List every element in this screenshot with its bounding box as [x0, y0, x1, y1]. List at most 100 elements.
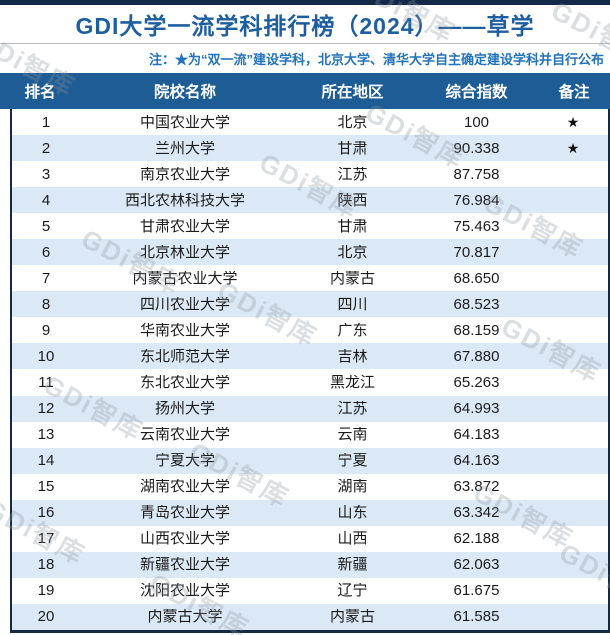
cell-name: 新疆农业大学	[139, 557, 230, 573]
cell-rank: 6	[41, 244, 51, 260]
cell-score: 75.463	[453, 218, 500, 234]
cell-score: 87.758	[453, 166, 500, 182]
cell-name: 中国农业大学	[139, 114, 230, 130]
cell-score: 61.585	[453, 609, 500, 625]
cell-rank: 15	[37, 479, 55, 495]
cell-rank: 16	[37, 505, 55, 521]
cell-remark: ★	[566, 141, 580, 156]
cell-score: 62.188	[453, 531, 500, 547]
column-header-name: 院校名称	[153, 84, 216, 101]
cell-region: 江苏	[337, 166, 368, 182]
cell-region: 云南	[337, 427, 368, 443]
cell-name: 四川农业大学	[139, 296, 230, 312]
cell-score: 76.984	[453, 192, 500, 208]
cell-rank: 3	[41, 166, 51, 182]
cell-name: 南京农业大学	[139, 166, 230, 182]
cell-region: 北京	[337, 244, 368, 260]
table-row: 3 南京农业大学 江苏 87.758	[12, 161, 608, 187]
cell-region: 宁夏	[337, 453, 368, 469]
cell-name: 东北师范大学	[139, 348, 230, 364]
cell-name: 东北农业大学	[139, 374, 230, 390]
cell-region: 吉林	[337, 348, 368, 364]
cell-region: 内蒙古	[329, 270, 375, 286]
table-header: 排名 院校名称 所在地区 综合指数 备注	[0, 73, 610, 109]
cell-region: 甘肃	[337, 218, 368, 234]
table-row: 19 沈阳农业大学 辽宁 61.675	[12, 578, 608, 604]
cell-name: 云南农业大学	[139, 427, 230, 443]
cell-rank: 13	[37, 427, 55, 443]
cell-rank: 5	[41, 218, 51, 234]
table-row: 10 东北师范大学 吉林 67.880	[12, 343, 608, 370]
table-row: 4 西北农林科技大学 陕西 76.984	[12, 187, 608, 214]
cell-rank: 7	[41, 270, 51, 286]
cell-score: 90.338	[453, 140, 500, 156]
table-row: 11 东北农业大学 黑龙江 65.263	[12, 369, 608, 395]
table-row: 18 新疆农业大学 新疆 62.063	[12, 551, 608, 578]
cell-score: 67.880	[453, 348, 500, 364]
cell-score: 64.183	[453, 427, 500, 443]
cell-name: 湖南农业大学	[139, 479, 230, 495]
table-row: 20 内蒙古大学 内蒙古 61.585	[12, 603, 608, 630]
table-row: 1 中国农业大学 北京 100 ★	[12, 109, 608, 135]
cell-name: 内蒙古大学	[147, 609, 223, 625]
cell-score: 68.650	[453, 270, 500, 286]
cell-name: 甘肃农业大学	[139, 218, 230, 234]
cell-name: 北京林业大学	[139, 244, 230, 260]
cell-rank: 8	[41, 296, 51, 312]
note-area: 注：★为“双一流”建设学科，北京大学、清华大学自主确定建设学科并自行公布	[0, 44, 610, 73]
cell-score: 68.159	[453, 322, 500, 338]
cell-rank: 11	[38, 374, 54, 390]
table-row: 7 内蒙古农业大学 内蒙古 68.650	[12, 265, 608, 291]
title-area: GDI大学一流学科排行榜（2024）——草学	[0, 5, 610, 44]
cell-name: 兰州大学	[154, 140, 215, 156]
cell-score: 63.342	[453, 505, 500, 521]
cell-rank: 1	[41, 114, 51, 130]
cell-name: 西北农林科技大学	[124, 192, 245, 208]
table-row: 2 兰州大学 甘肃 90.338 ★	[12, 135, 608, 162]
cell-region: 辽宁	[337, 583, 368, 599]
cell-score: 68.523	[453, 296, 500, 312]
cell-region: 陕西	[337, 192, 368, 208]
cell-score: 64.993	[453, 401, 500, 417]
cell-rank: 2	[41, 140, 51, 156]
page-title: GDI大学一流学科排行榜（2024）——草学	[75, 13, 535, 39]
cell-name: 内蒙古农业大学	[132, 270, 238, 286]
cell-region: 山西	[337, 531, 368, 547]
cell-rank: 19	[37, 583, 55, 599]
cell-rank: 10	[37, 348, 55, 364]
cell-rank: 14	[37, 453, 55, 469]
column-header-region: 所在地区	[321, 84, 384, 101]
cell-name: 青岛农业大学	[139, 505, 230, 521]
cell-region: 广东	[337, 322, 368, 338]
column-header-remark: 备注	[558, 84, 590, 101]
column-header-score: 综合指数	[445, 84, 508, 101]
cell-score: 61.675	[453, 583, 500, 599]
cell-region: 黑龙江	[329, 374, 375, 390]
cell-name: 扬州大学	[154, 401, 215, 417]
table-row: 15 湖南农业大学 湖南 63.872	[12, 474, 608, 500]
cell-score: 62.063	[453, 557, 500, 573]
table-row: 13 云南农业大学 云南 64.183	[12, 422, 608, 448]
cell-rank: 4	[41, 192, 51, 208]
table-row: 16 青岛农业大学 山东 63.342	[12, 499, 608, 526]
cell-score: 65.263	[453, 374, 500, 390]
cell-region: 甘肃	[337, 140, 368, 156]
table-row: 12 扬州大学 江苏 64.993	[12, 395, 608, 422]
table-row: 8 四川农业大学 四川 68.523	[12, 291, 608, 318]
cell-region: 江苏	[337, 401, 368, 417]
cell-region: 新疆	[337, 557, 368, 573]
cell-score: 100	[463, 114, 490, 130]
column-header-rank: 排名	[24, 84, 56, 101]
cell-score: 70.817	[453, 244, 500, 260]
cell-region: 北京	[337, 114, 368, 130]
cell-name: 宁夏大学	[154, 453, 215, 469]
cell-rank: 18	[37, 557, 55, 573]
cell-rank: 12	[37, 401, 55, 417]
cell-score: 64.163	[453, 453, 500, 469]
cell-rank: 17	[37, 531, 55, 547]
table-row: 17 山西农业大学 山西 62.188	[12, 526, 608, 552]
cell-region: 山东	[337, 505, 368, 521]
table-row: 9 华南农业大学 广东 68.159	[12, 317, 608, 343]
cell-region: 内蒙古	[329, 609, 375, 625]
